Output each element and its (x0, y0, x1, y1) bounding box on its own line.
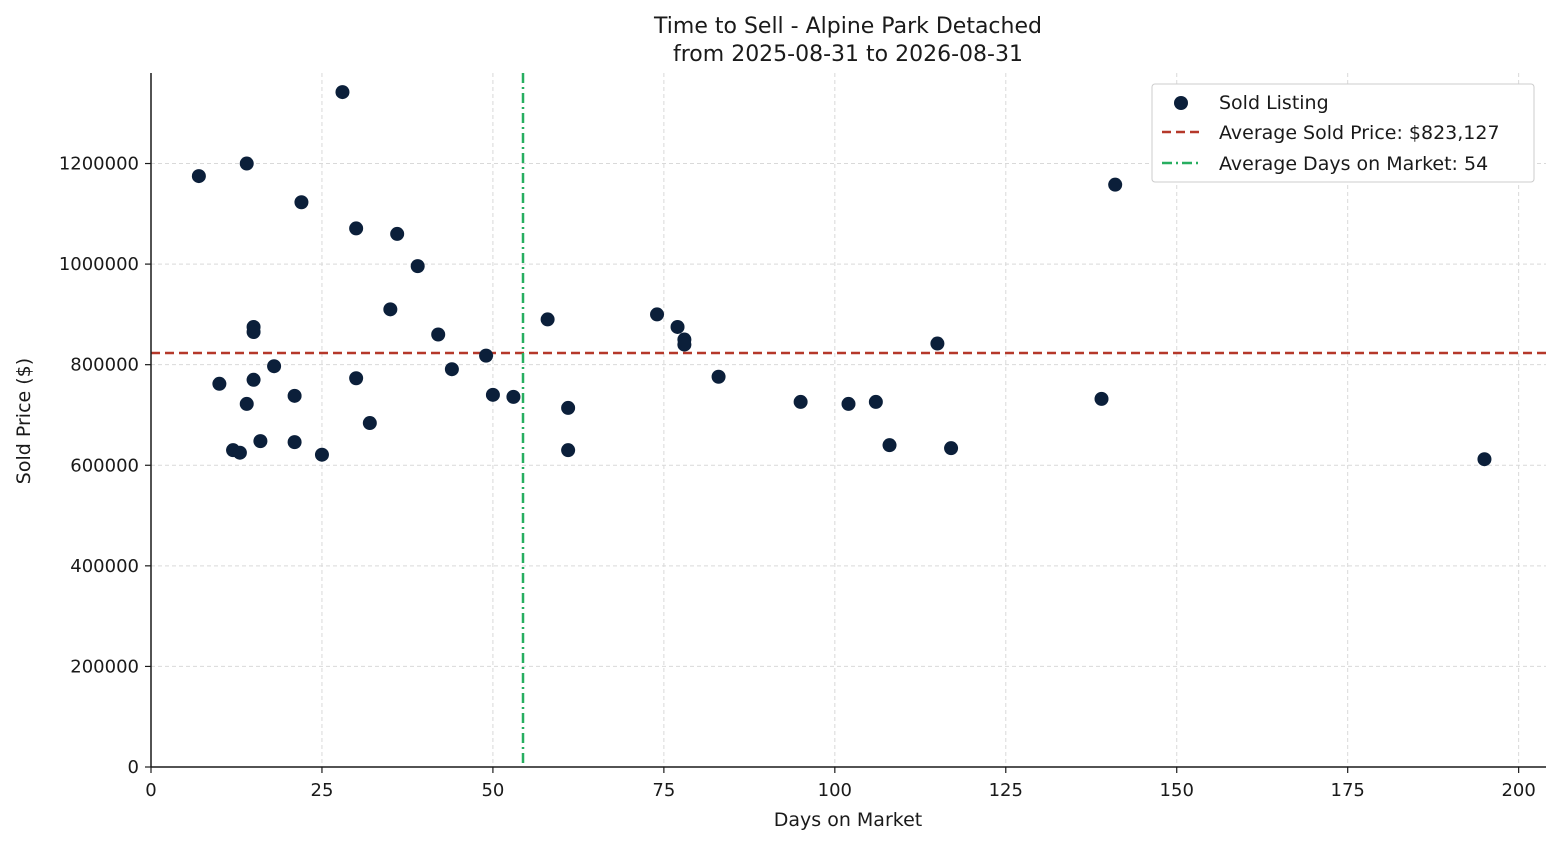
sold-listing-point (410, 259, 425, 274)
sold-listing-point (650, 307, 665, 322)
x-tick-label: 25 (311, 780, 334, 801)
sold-listing-point (239, 396, 254, 411)
x-tick-label: 100 (818, 780, 852, 801)
legend-label-avg-days: Average Days on Market: 54 (1219, 153, 1488, 175)
sold-listing-point (390, 226, 405, 241)
y-tick-label: 600000 (70, 455, 139, 476)
legend-marker-sold (1174, 96, 1188, 110)
sold-listing-point (1094, 391, 1109, 406)
data-points (191, 85, 1492, 467)
reference-lines (151, 73, 1546, 767)
sold-listing-point (561, 400, 576, 415)
sold-listing-point (349, 221, 364, 236)
sold-listing-point (485, 387, 500, 402)
sold-listing-point (191, 169, 206, 184)
sold-listing-point (882, 438, 897, 453)
sold-listing-point (383, 302, 398, 317)
sold-listing-point (239, 156, 254, 171)
sold-listing-point (267, 359, 282, 374)
sold-listing-point (479, 348, 494, 363)
sold-listing-point (1477, 452, 1492, 467)
sold-listing-point (287, 388, 302, 403)
sold-listing-point (246, 372, 261, 387)
sold-listing-point (253, 434, 268, 449)
sold-listing-point (868, 394, 883, 409)
sold-listing-point (232, 445, 247, 460)
sold-listing-point (246, 324, 261, 339)
legend-label-sold: Sold Listing (1219, 92, 1329, 114)
x-tick-label: 75 (652, 780, 675, 801)
y-tick-label: 0 (128, 757, 139, 778)
sold-listing-point (677, 337, 692, 352)
sold-listing-point (362, 416, 377, 431)
sold-listing-point (335, 85, 350, 100)
sold-listing-point (793, 394, 808, 409)
chart-subtitle: from 2025-08-31 to 2026-08-31 (673, 42, 1023, 67)
sold-listing-point (294, 195, 309, 210)
y-tick-label: 1000000 (59, 254, 139, 275)
sold-listing-point (561, 443, 576, 458)
sold-listing-point (944, 441, 959, 456)
x-tick-label: 150 (1160, 780, 1194, 801)
legend-label-avg-price: Average Sold Price: $823,127 (1219, 122, 1500, 144)
x-tick-label: 0 (145, 780, 156, 801)
sold-listing-point (349, 371, 364, 386)
y-tick-label: 1200000 (59, 154, 139, 175)
sold-listing-point (314, 447, 329, 462)
y-tick-label: 200000 (70, 656, 139, 677)
axes: 0 25 50 75 100 125 150 175 200 0 200000 400000 60000… (59, 73, 1546, 801)
sold-listing-point (287, 435, 302, 450)
sold-listing-point (212, 376, 227, 391)
sold-listing-point (930, 336, 945, 351)
chart-title: Time to Sell - Alpine Park Detached (653, 14, 1042, 39)
legend: Sold Listing Average Sold Price: $823,12… (1151, 83, 1535, 183)
sold-listing-point (431, 327, 446, 342)
x-tick-label: 175 (1331, 780, 1365, 801)
x-tick-label: 125 (989, 780, 1023, 801)
y-tick-label: 800000 (70, 355, 139, 376)
x-tick-label: 50 (481, 780, 504, 801)
y-axis-label: Sold Price ($) (13, 358, 35, 484)
y-tick-label: 400000 (70, 556, 139, 577)
sold-listing-point (444, 362, 459, 377)
x-axis-label: Days on Market (774, 809, 922, 831)
sold-listing-point (711, 369, 726, 384)
sold-listing-point (841, 396, 856, 411)
sold-listing-point (506, 389, 521, 404)
grid-lines (151, 73, 1546, 767)
sold-listing-point (670, 319, 685, 334)
sold-listing-point (540, 312, 555, 327)
x-tick-label: 200 (1501, 780, 1535, 801)
sold-listing-point (1108, 177, 1123, 192)
legend-box (1151, 83, 1535, 183)
